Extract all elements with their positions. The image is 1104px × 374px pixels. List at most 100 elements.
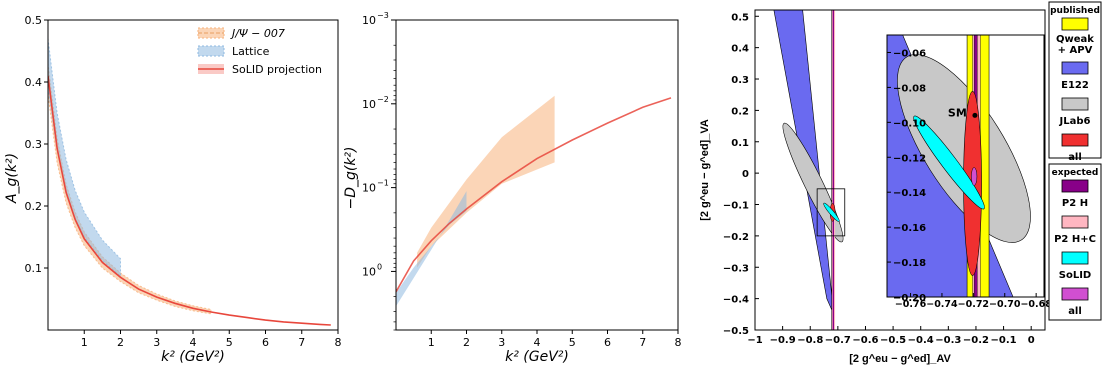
x-tick-label: 1 [81, 336, 88, 349]
inset-y-tick-label: −0.14 [893, 188, 926, 199]
inset-plot-area: SM [887, 35, 1044, 297]
panel-b-plot-area [396, 95, 672, 307]
x-tick-label: 0 [1028, 335, 1035, 346]
y-tick-label: 10 [362, 182, 376, 195]
x-tick-label: 7 [298, 336, 305, 349]
x-tick-label: −0.6 [852, 335, 878, 346]
x-tick-label: 8 [335, 336, 342, 349]
legend-label: P2 H [1062, 198, 1088, 209]
line-solid-projection [48, 75, 331, 326]
x-tick-label: −1 [747, 335, 762, 346]
x-tick-label: −0.2 [963, 335, 989, 346]
panel-c-ticks: −1 −0.9 −0.8 −0.7 −0.6 −0.5 −0.4 −0.3 −0.2 −0.1 0−… [723, 12, 1035, 346]
legend-swatch [1061, 287, 1089, 301]
inset-all-expected-ellipse [971, 167, 978, 186]
inset-y-tick-label: −0.16 [893, 223, 926, 234]
inset-y-tick-label: −0.20 [893, 293, 926, 304]
panel-c-legend: published Qweak+ APV E122 JLab6 all expected P… [1048, 1, 1102, 321]
x-tick-label: −0.3 [935, 335, 961, 346]
x-tick-label: 4 [534, 336, 541, 349]
panel-a-ticks: 1 2 3 4 5 6 7 8 0.1 0.2 0.3 0.4 0.5 [25, 14, 342, 349]
legend-label: E122 [1061, 80, 1089, 91]
panel-b-x-axis-label: k² (GeV²) [505, 349, 569, 365]
inset-ticks: −0.76 −0.74 −0.72 −0.70 −0.68 −0.06 −0.08 −0.10… [887, 48, 1052, 310]
x-tick-label: −0.7 [825, 335, 851, 346]
legend-swatch [1061, 61, 1089, 75]
inset-frame [886, 34, 1045, 298]
x-tick-label: −0.4 [908, 335, 934, 346]
panel-a-y-axis-label: A_g(k²) [4, 153, 20, 204]
y-tick-exponent: 0 [377, 262, 382, 271]
legend-label: Qweak [1056, 34, 1094, 45]
inset-x-tick-label: −0.76 [895, 299, 927, 310]
y-tick-label: −0.3 [723, 263, 749, 274]
panel-a-x-axis-label: k² (GeV²) [161, 349, 225, 365]
y-tick-label: 0.5 [25, 14, 43, 27]
panel-c-plot-area [773, 10, 846, 330]
inset-y-tick-label: −0.10 [893, 118, 926, 129]
legend-label: SoLID projection [232, 63, 322, 76]
panel-b-frame [395, 19, 679, 331]
x-tick-label: 1 [428, 336, 435, 349]
legend-label: all [1068, 152, 1082, 163]
inset-x-tick-label: −0.74 [926, 299, 958, 310]
legend-label: J/Ψ − 007 [230, 27, 285, 40]
y-tick-label: −0.2 [723, 232, 749, 243]
x-tick-label: 7 [639, 336, 646, 349]
panel-a-ag: 1 2 3 4 5 6 7 8 0.1 0.2 0.3 0.4 0.5 A_g(k²) k² (GeV²… [4, 14, 342, 365]
y-tick-label: 0 [742, 169, 749, 180]
x-tick-label: 8 [675, 336, 682, 349]
panel-c-y-axis-label: [2 g^eu − g^ed]_VA [699, 119, 711, 221]
x-tick-label: 3 [153, 336, 160, 349]
x-tick-label: −0.9 [770, 335, 796, 346]
x-tick-label: 2 [117, 336, 124, 349]
sm-annotation: SM [948, 106, 967, 119]
legend-label: SoLID [1059, 270, 1091, 281]
y-tick-label: −0.5 [723, 326, 749, 337]
legend-swatch [1061, 17, 1089, 31]
inset-y-tick-label: −0.18 [893, 258, 926, 269]
panel-c-frame [754, 9, 1046, 331]
band-j [417, 95, 555, 268]
jlab6-ellipse [782, 122, 844, 243]
legend-label: Lattice [232, 45, 270, 58]
x-tick-label: 5 [569, 336, 576, 349]
legend-swatch [1061, 179, 1089, 193]
x-tick-label: −0.5 [880, 335, 906, 346]
legend-label: P2 H+C [1054, 234, 1096, 245]
x-tick-label: −0.8 [797, 335, 823, 346]
panel-b-y-axis-label: −D_g(k²) [343, 146, 359, 209]
y-tick-label: 0.5 [731, 12, 749, 23]
legend-label: + APV [1058, 45, 1093, 56]
inset-y-tick-label: −0.06 [893, 48, 926, 59]
x-tick-label: 6 [604, 336, 611, 349]
x-tick-label: 5 [226, 336, 233, 349]
legend-swatch [1061, 215, 1089, 229]
legend-swatch [1061, 97, 1089, 111]
legend-label: all [1068, 306, 1082, 317]
y-tick-exponent: −2 [377, 95, 389, 104]
legend-group-title: published [1050, 6, 1100, 16]
inset-x-tick-label: −0.70 [989, 299, 1021, 310]
x-tick-label: 4 [190, 336, 197, 349]
x-tick-label: 3 [498, 336, 505, 349]
legend-swatch [197, 45, 225, 57]
y-tick-label: 0.3 [731, 75, 749, 86]
legend-swatch [1061, 133, 1089, 147]
y-tick-label: 10 [362, 265, 376, 278]
panel-a-plot-area [48, 38, 331, 326]
inset-x-tick-label: −0.72 [958, 299, 989, 310]
y-tick-label: 0.3 [25, 138, 43, 151]
y-tick-label: −0.1 [723, 201, 749, 212]
y-tick-label: 0.2 [731, 106, 749, 117]
inset-region-marker [816, 188, 846, 237]
panel-c-x-axis-label: [2 g^eu − g^ed]_AV [849, 353, 951, 365]
y-tick-label: 0.4 [731, 44, 749, 55]
solid-ellipse [823, 202, 840, 222]
y-tick-label: 0.1 [731, 138, 749, 149]
line-solid-projection [396, 97, 672, 293]
inset-solid-ellipse [913, 115, 985, 210]
legend-swatch [1061, 251, 1089, 265]
